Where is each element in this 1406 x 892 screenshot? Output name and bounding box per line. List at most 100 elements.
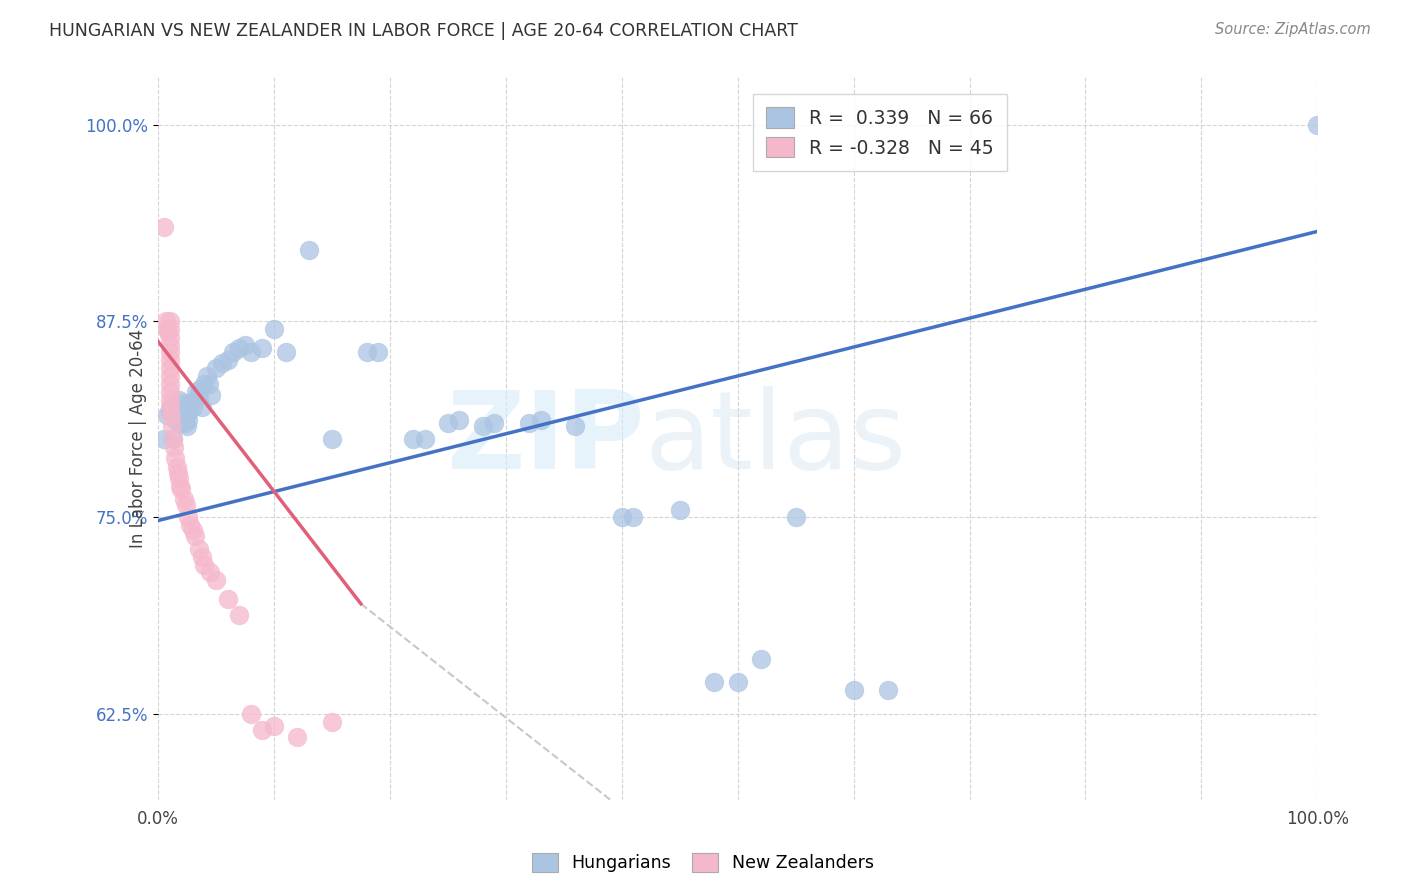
Point (252, 723, 274, 737)
Point (181, 401, 204, 415)
Point (167, 392, 190, 407)
Point (217, 592, 239, 607)
Point (484, 416, 506, 430)
Point (1271, 863, 1294, 878)
Point (173, 395, 195, 409)
Point (167, 471, 190, 485)
Point (166, 460, 188, 475)
Point (153, 432, 176, 446)
Point (274, 345, 297, 359)
Point (529, 413, 551, 427)
Point (179, 403, 201, 417)
Point (159, 361, 181, 376)
Point (198, 376, 221, 391)
Point (156, 409, 179, 423)
Legend: Hungarians, New Zealanders: Hungarians, New Zealanders (524, 846, 882, 879)
Point (517, 416, 540, 430)
Point (181, 523, 204, 537)
Point (184, 392, 207, 407)
Point (186, 384, 208, 399)
Point (169, 479, 191, 493)
Y-axis label: In Labor Force | Age 20-64: In Labor Force | Age 20-64 (129, 329, 146, 549)
Point (564, 419, 586, 434)
Point (188, 382, 211, 396)
Text: ZIP: ZIP (447, 386, 645, 491)
Point (159, 314, 181, 328)
Point (160, 397, 183, 411)
Point (449, 413, 471, 427)
Point (263, 322, 285, 336)
Point (172, 401, 194, 416)
Text: atlas: atlas (645, 386, 907, 491)
Point (252, 341, 274, 355)
Point (159, 409, 181, 423)
Point (785, 510, 807, 524)
Point (1306, 118, 1329, 132)
Point (668, 502, 690, 516)
Point (159, 392, 181, 407)
Point (402, 432, 425, 446)
Point (177, 510, 200, 524)
Point (176, 419, 198, 434)
Point (173, 491, 195, 506)
Point (437, 416, 460, 430)
Point (170, 409, 193, 423)
Point (179, 397, 201, 411)
Point (198, 566, 221, 580)
Point (179, 518, 201, 533)
Point (191, 549, 214, 564)
Point (191, 401, 214, 415)
Point (155, 314, 177, 328)
Point (159, 345, 181, 359)
Point (211, 356, 233, 370)
Point (160, 419, 183, 434)
Point (877, 683, 900, 698)
Point (159, 384, 181, 399)
Point (159, 401, 181, 415)
Point (174, 409, 197, 423)
Point (177, 413, 200, 427)
Point (159, 322, 181, 336)
Point (159, 329, 181, 343)
Point (205, 361, 228, 376)
Point (174, 498, 197, 512)
Point (156, 322, 179, 336)
Point (321, 714, 343, 729)
Point (166, 467, 188, 481)
Point (703, 675, 725, 690)
Point (162, 432, 184, 446)
Point (727, 675, 749, 690)
Point (193, 558, 215, 572)
Point (217, 353, 239, 368)
Point (233, 337, 256, 351)
Point (173, 416, 195, 430)
Point (153, 219, 176, 234)
Point (239, 345, 262, 359)
Legend: R =  0.339   N = 66, R = -0.328   N = 45: R = 0.339 N = 66, R = -0.328 N = 45 (752, 94, 1007, 170)
Point (193, 376, 215, 391)
Point (195, 369, 218, 384)
Point (159, 403, 181, 417)
Point (159, 353, 181, 368)
Point (187, 541, 209, 556)
Point (228, 341, 250, 355)
Point (263, 719, 285, 733)
Point (157, 325, 180, 339)
Text: Source: ZipAtlas.com: Source: ZipAtlas.com (1215, 22, 1371, 37)
Point (166, 403, 188, 417)
Point (367, 345, 389, 359)
Text: HUNGARIAN VS NEW ZEALANDER IN LABOR FORCE | AGE 20-64 CORRELATION CHART: HUNGARIAN VS NEW ZEALANDER IN LABOR FORC… (49, 22, 799, 40)
Point (413, 432, 436, 446)
Point (200, 388, 222, 402)
Point (170, 482, 193, 496)
Point (162, 432, 184, 446)
Point (159, 369, 181, 384)
Point (166, 401, 188, 415)
Point (610, 510, 633, 524)
Point (749, 652, 772, 666)
Point (842, 683, 865, 698)
Point (222, 345, 245, 359)
Point (184, 529, 207, 543)
Point (159, 337, 181, 351)
Point (321, 432, 343, 446)
